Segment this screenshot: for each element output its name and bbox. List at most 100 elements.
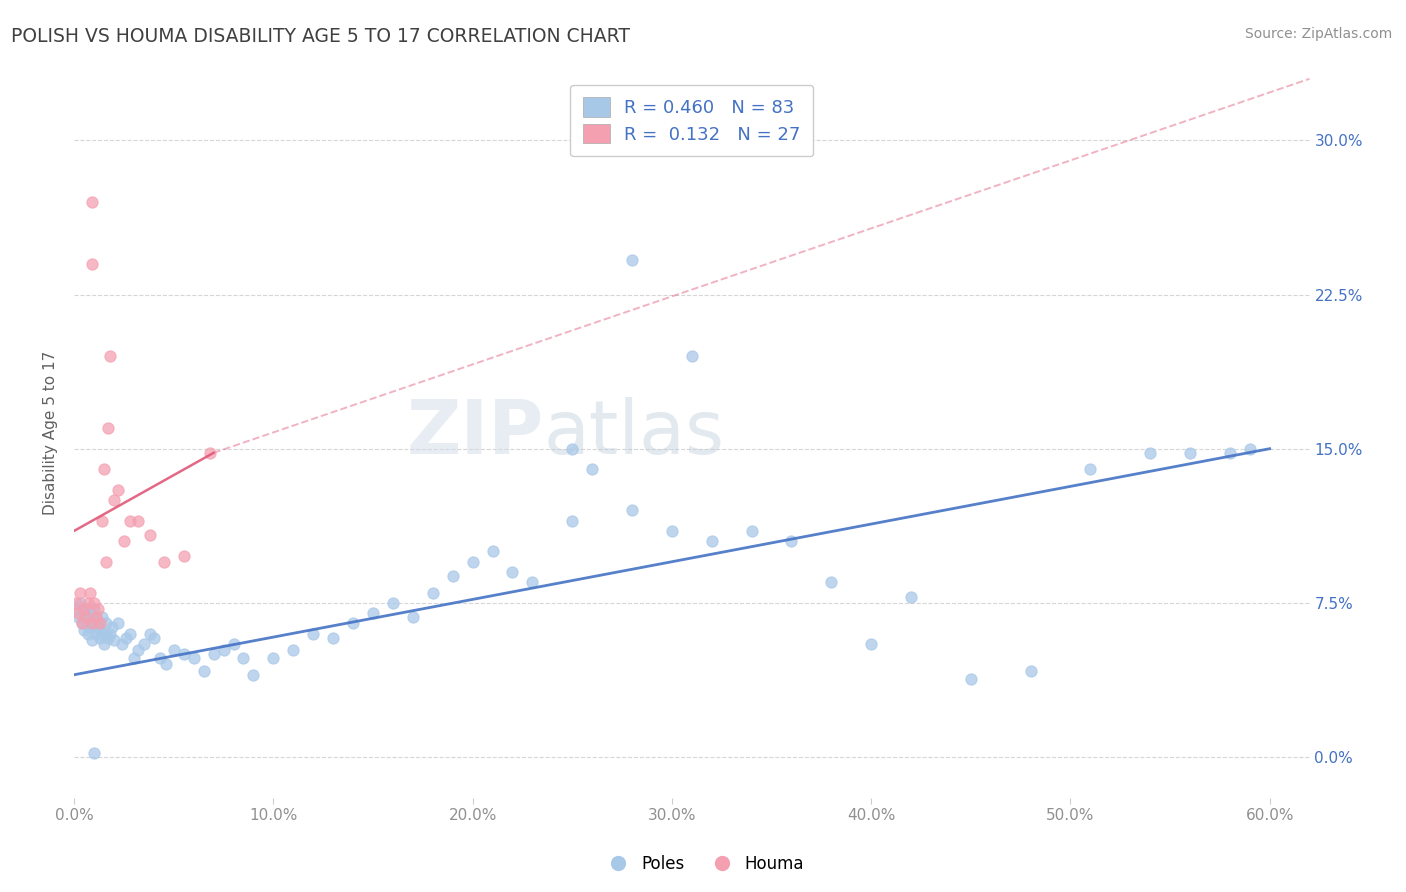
- Point: [581, 462, 603, 476]
- Point: [142, 631, 165, 645]
- Point: [77, 596, 100, 610]
- Point: [700, 534, 723, 549]
- Y-axis label: Disability Age 5 to 17: Disability Age 5 to 17: [44, 351, 58, 516]
- Text: POLISH VS HOUMA DISABILITY AGE 5 TO 17 CORRELATION CHART: POLISH VS HOUMA DISABILITY AGE 5 TO 17 C…: [11, 27, 630, 45]
- Point: [561, 442, 583, 456]
- Point: [232, 651, 254, 665]
- Point: [80, 610, 103, 624]
- Point: [959, 672, 981, 686]
- Point: [94, 616, 117, 631]
- Text: atlas: atlas: [544, 397, 724, 470]
- Point: [173, 549, 195, 563]
- Point: [91, 610, 114, 624]
- Point: [65, 596, 87, 610]
- Legend: R = 0.460   N = 83, R =  0.132   N = 27: R = 0.460 N = 83, R = 0.132 N = 27: [571, 85, 814, 156]
- Point: [262, 651, 284, 665]
- Point: [183, 651, 205, 665]
- Point: [103, 632, 125, 647]
- Point: [80, 195, 103, 210]
- Point: [212, 643, 235, 657]
- Point: [381, 596, 404, 610]
- Point: [67, 610, 90, 624]
- Text: ZIP: ZIP: [406, 397, 544, 470]
- Point: [1239, 442, 1261, 456]
- Point: [163, 643, 186, 657]
- Point: [94, 555, 117, 569]
- Point: [79, 585, 101, 599]
- Point: [83, 616, 105, 631]
- Point: [93, 462, 115, 476]
- Point: [621, 252, 644, 267]
- Point: [741, 524, 763, 538]
- Point: [283, 643, 305, 657]
- Point: [73, 606, 96, 620]
- Point: [89, 616, 111, 631]
- Point: [98, 626, 121, 640]
- Point: [97, 631, 120, 645]
- Point: [127, 643, 149, 657]
- Point: [101, 620, 124, 634]
- Point: [93, 626, 115, 640]
- Point: [441, 569, 464, 583]
- Point: [87, 616, 110, 631]
- Point: [1078, 462, 1101, 476]
- Point: [83, 746, 105, 760]
- Point: [173, 647, 195, 661]
- Point: [89, 631, 111, 645]
- Point: [1219, 446, 1241, 460]
- Point: [461, 555, 484, 569]
- Point: [112, 534, 135, 549]
- Point: [98, 349, 121, 363]
- Point: [73, 602, 96, 616]
- Point: [242, 667, 264, 681]
- Point: [65, 602, 87, 616]
- Point: [69, 585, 91, 599]
- Point: [79, 606, 101, 620]
- Point: [402, 610, 425, 624]
- Point: [87, 602, 110, 616]
- Point: [820, 575, 842, 590]
- Point: [79, 620, 101, 634]
- Point: [222, 637, 245, 651]
- Point: [118, 626, 141, 640]
- Point: [115, 631, 138, 645]
- Point: [107, 483, 129, 497]
- Point: [780, 534, 803, 549]
- Point: [77, 616, 100, 631]
- Point: [91, 514, 114, 528]
- Point: [900, 590, 922, 604]
- Point: [87, 620, 110, 634]
- Legend: Poles, Houma: Poles, Houma: [595, 848, 811, 880]
- Point: [77, 626, 100, 640]
- Point: [422, 585, 444, 599]
- Point: [75, 610, 97, 624]
- Point: [621, 503, 644, 517]
- Point: [322, 631, 344, 645]
- Point: [139, 528, 162, 542]
- Point: [149, 651, 172, 665]
- Point: [107, 616, 129, 631]
- Point: [84, 626, 107, 640]
- Point: [661, 524, 683, 538]
- Point: [202, 647, 225, 661]
- Point: [75, 610, 97, 624]
- Text: Source: ZipAtlas.com: Source: ZipAtlas.com: [1244, 27, 1392, 41]
- Point: [111, 637, 134, 651]
- Point: [132, 637, 155, 651]
- Point: [681, 349, 703, 363]
- Point: [83, 596, 105, 610]
- Point: [73, 623, 96, 637]
- Point: [127, 514, 149, 528]
- Point: [522, 575, 544, 590]
- Point: [69, 596, 91, 610]
- Point: [152, 555, 174, 569]
- Point: [83, 602, 105, 616]
- Point: [84, 610, 107, 624]
- Point: [118, 514, 141, 528]
- Point: [481, 544, 503, 558]
- Point: [89, 623, 111, 637]
- Point: [70, 616, 93, 631]
- Point: [70, 616, 93, 631]
- Point: [302, 626, 325, 640]
- Point: [80, 632, 103, 647]
